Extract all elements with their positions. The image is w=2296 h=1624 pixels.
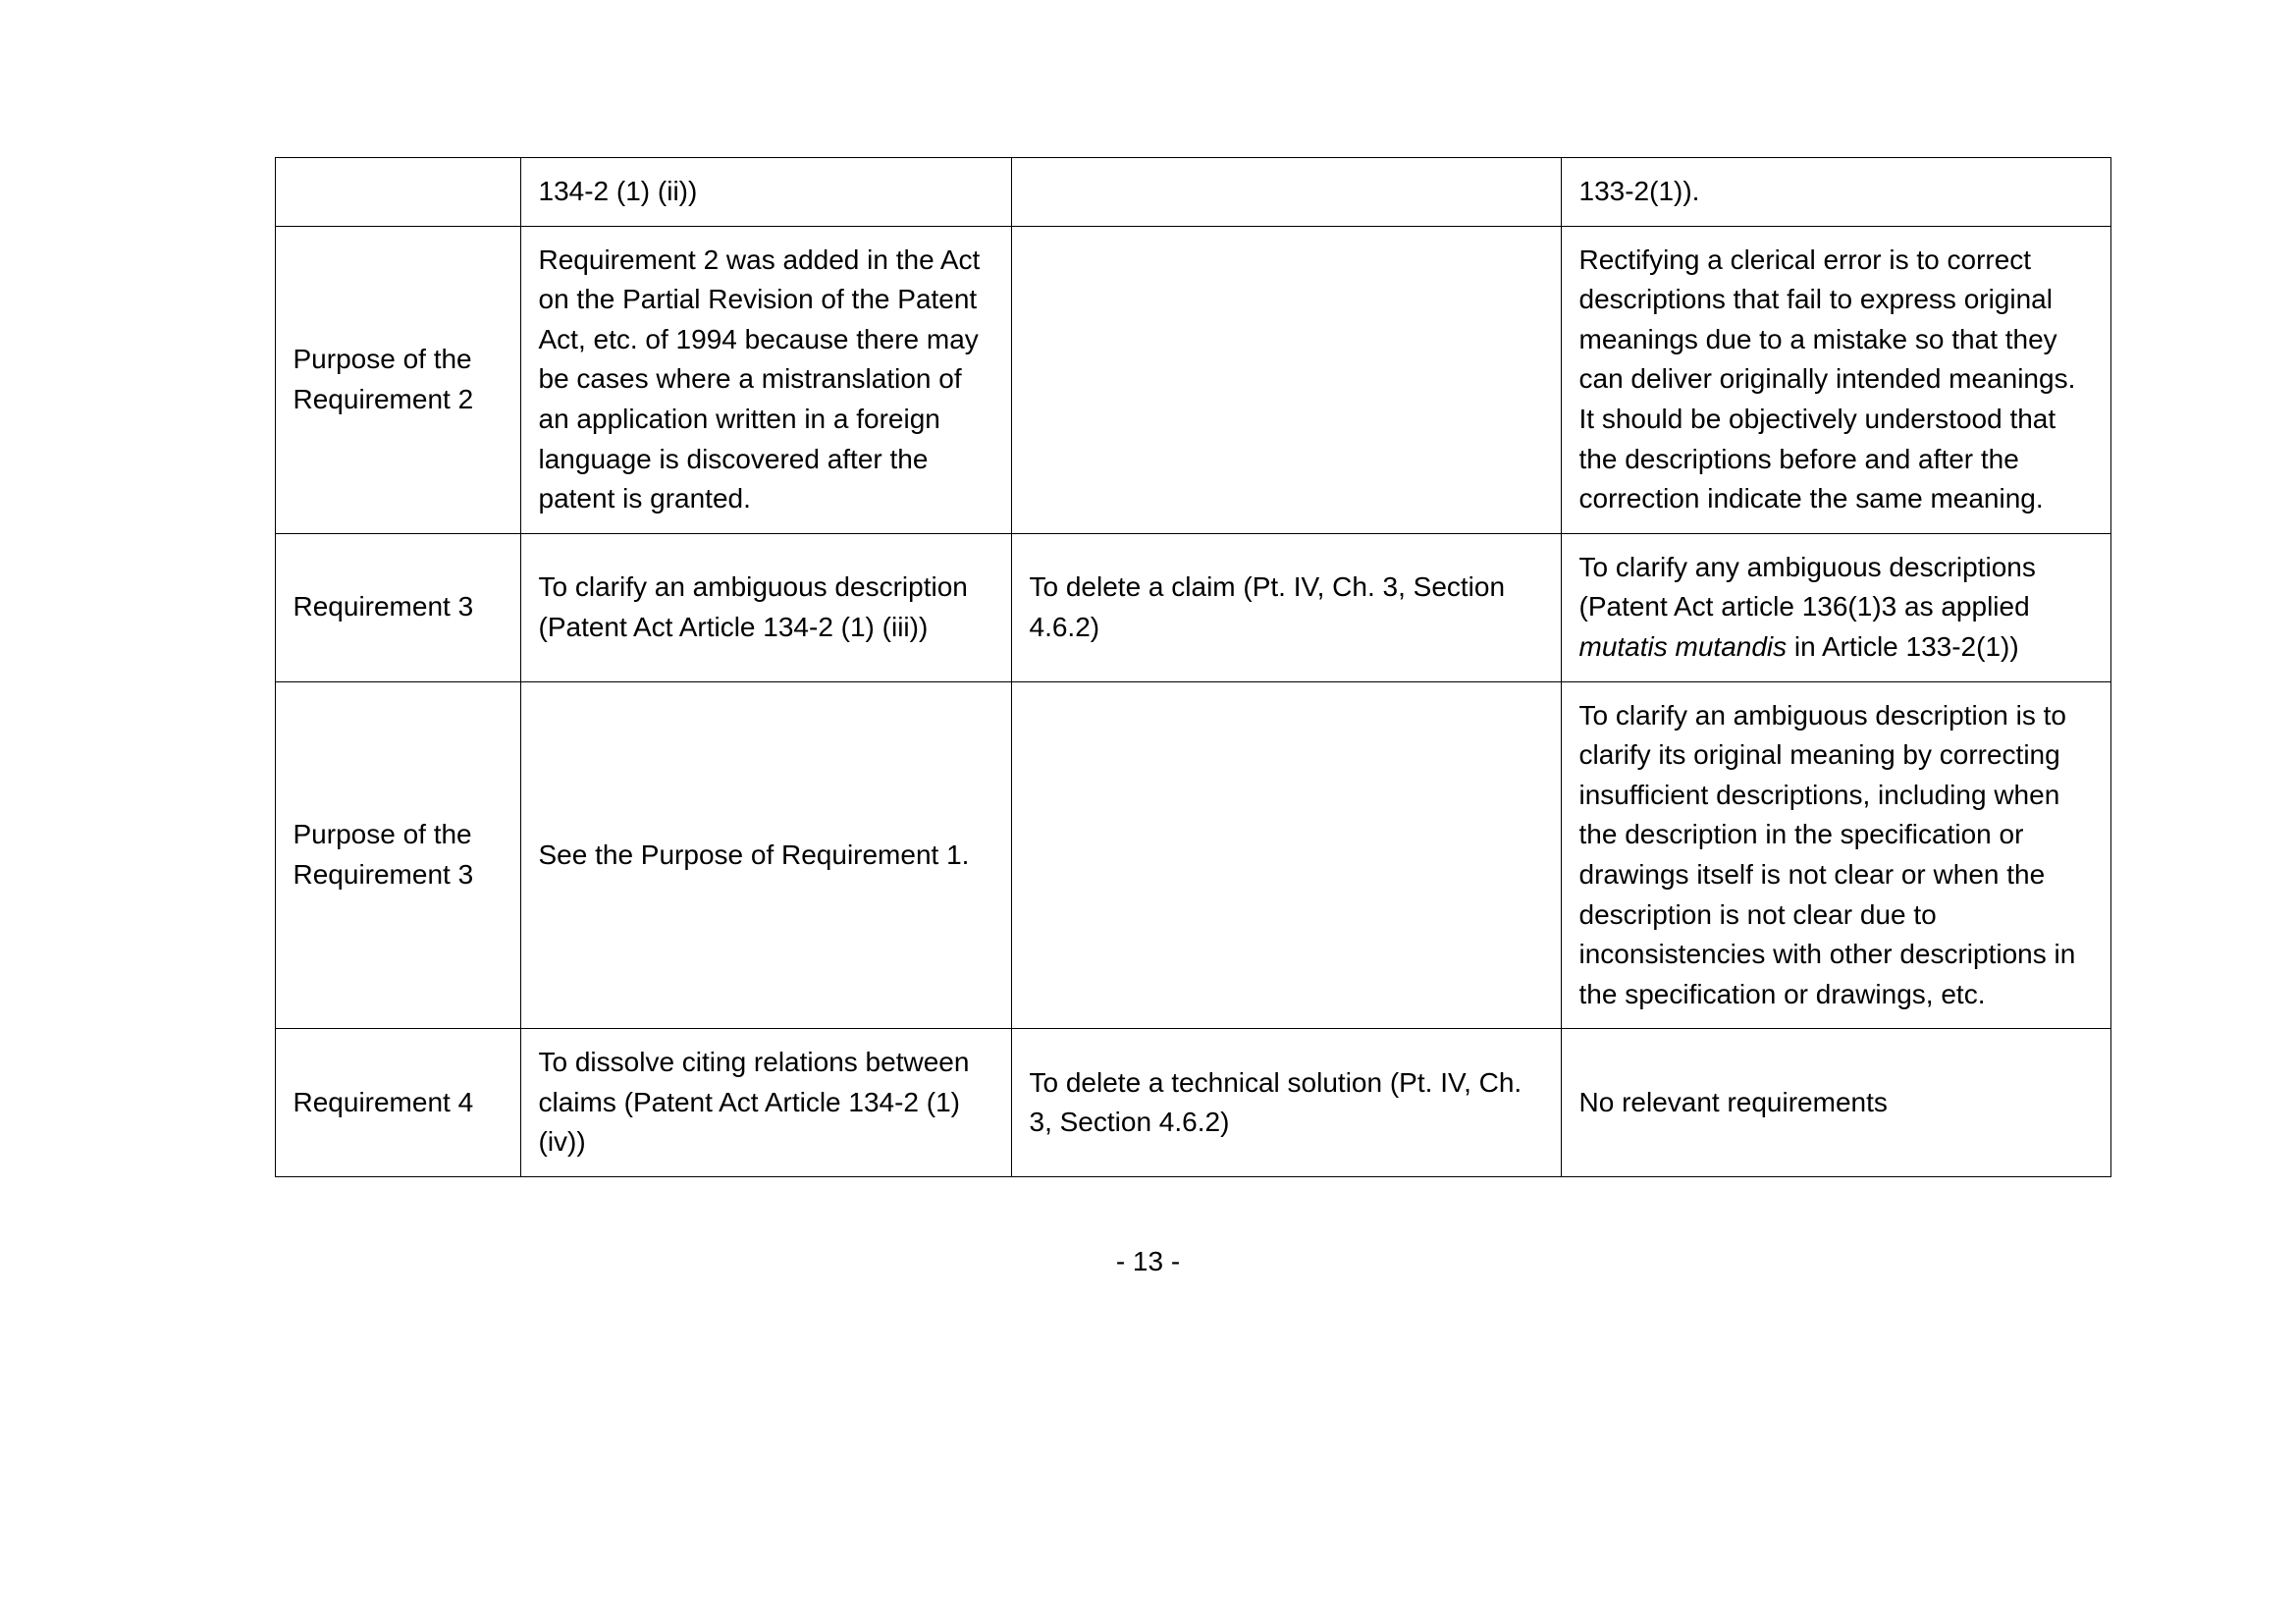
row-col2-cell: 134-2 (1) (ii)): [520, 158, 1011, 227]
left-spacer: [216, 158, 275, 1177]
row-col3-cell: [1011, 226, 1561, 533]
table-row: 134-2 (1) (ii)) 133-2(1)).: [216, 158, 2110, 227]
table-row: Purpose of the Requirement 2 Requirement…: [216, 226, 2110, 533]
row-col2-cell: See the Purpose of Requirement 1.: [520, 681, 1011, 1029]
row-label-cell: Requirement 4: [275, 1029, 520, 1177]
row-col2-cell: Requirement 2 was added in the Act on th…: [520, 226, 1011, 533]
row-col3-cell: [1011, 681, 1561, 1029]
table-row: Requirement 3 To clarify an ambiguous de…: [216, 533, 2110, 681]
row-col4-cell: 133-2(1)).: [1561, 158, 2110, 227]
row-col3-cell: [1011, 158, 1561, 227]
page-number: - 13 -: [216, 1246, 2080, 1277]
table-row: Purpose of the Requirement 3 See the Pur…: [216, 681, 2110, 1029]
row-col3-cell: To delete a technical solution (Pt. IV, …: [1011, 1029, 1561, 1177]
row-label-cell: [275, 158, 520, 227]
col4-italic: mutatis mutandis: [1579, 631, 1788, 662]
col4-post: in Article 133-2(1)): [1787, 631, 2019, 662]
table-row: Requirement 4 To dissolve citing relatio…: [216, 1029, 2110, 1177]
requirements-table: 134-2 (1) (ii)) 133-2(1)). Purpose of th…: [216, 157, 2111, 1177]
row-col2-cell: To dissolve citing relations between cla…: [520, 1029, 1011, 1177]
row-col2-cell: To clarify an ambiguous description (Pat…: [520, 533, 1011, 681]
row-label-cell: Requirement 3: [275, 533, 520, 681]
row-col3-cell: To delete a claim (Pt. IV, Ch. 3, Sectio…: [1011, 533, 1561, 681]
row-label-cell: Purpose of the Requirement 2: [275, 226, 520, 533]
row-col4-cell: No relevant requirements: [1561, 1029, 2110, 1177]
col4-pre: To clarify any ambiguous descriptions(Pa…: [1579, 552, 2036, 623]
page-container: 134-2 (1) (ii)) 133-2(1)). Purpose of th…: [0, 0, 2296, 1356]
row-col4-cell: To clarify an ambiguous description is t…: [1561, 681, 2110, 1029]
row-col4-cell: To clarify any ambiguous descriptions(Pa…: [1561, 533, 2110, 681]
row-label-cell: Purpose of the Requirement 3: [275, 681, 520, 1029]
row-col4-cell: Rectifying a clerical error is to correc…: [1561, 226, 2110, 533]
